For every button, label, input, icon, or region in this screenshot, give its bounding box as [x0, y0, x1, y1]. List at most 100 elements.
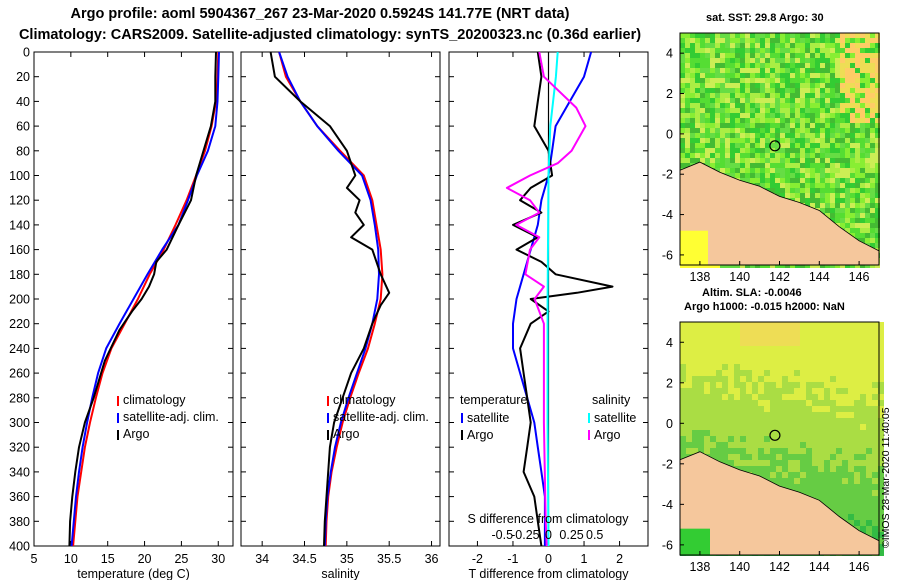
sla-map-pixel — [842, 364, 848, 370]
sla-map-pixel — [812, 376, 818, 382]
sst-map-pixel — [860, 228, 865, 233]
sst-map-pixel — [805, 123, 810, 128]
sla-map-pixel — [854, 376, 860, 382]
sla-map-pixel — [878, 364, 884, 370]
sla-map-pixel — [776, 388, 782, 394]
sla-map-pixel — [692, 424, 698, 430]
sla-map-pixel — [842, 346, 848, 352]
sla-map-pixel — [824, 436, 830, 442]
sla-map-pixel — [866, 388, 872, 394]
sst-map-pixel — [850, 228, 855, 233]
sla-map-pixel — [722, 382, 728, 388]
sst-map-pixel — [705, 48, 710, 53]
sst-map-pixel — [805, 178, 810, 183]
sla-map-pixel — [686, 328, 692, 334]
sla-map-pixel — [866, 502, 872, 508]
sst-map-pixel — [865, 238, 870, 243]
sla-map-pixel — [824, 400, 830, 406]
sst-map-pixel — [790, 53, 795, 58]
sla-map-pixel — [680, 328, 686, 334]
sst-map-pixel — [855, 78, 860, 83]
sst-map-pixel — [715, 83, 720, 88]
sst-map-pixel — [815, 188, 820, 193]
sst-map-pixel — [685, 98, 690, 103]
sla-map-ytick-label: -6 — [662, 538, 673, 552]
sst-map-pixel — [875, 118, 880, 123]
sst-map-pixel — [690, 153, 695, 158]
sst-map-pixel — [850, 58, 855, 63]
sst-map-pixel — [720, 98, 725, 103]
sst-map-pixel — [735, 93, 740, 98]
sla-map-pixel — [752, 394, 758, 400]
sla-map-pixel — [806, 346, 812, 352]
sst-map-pixel — [825, 53, 830, 58]
sla-map-pixel — [878, 544, 884, 550]
sla-map-pixel — [836, 376, 842, 382]
sla-map-pixel — [752, 454, 758, 460]
sst-map-pixel — [785, 188, 790, 193]
sst-map-pixel — [830, 148, 835, 153]
sst-map-pixel — [735, 168, 740, 173]
sst-map-pixel — [820, 198, 825, 203]
sst-map-pixel — [730, 153, 735, 158]
sla-map-pixel — [830, 418, 836, 424]
sst-map-pixel — [760, 48, 765, 53]
sst-map-pixel — [875, 198, 880, 203]
sla-map-pixel — [770, 358, 776, 364]
sst-map-pixel — [825, 183, 830, 188]
sst-map-pixel — [825, 203, 830, 208]
sst-map-pixel — [710, 138, 715, 143]
sst-map-pixel — [810, 133, 815, 138]
sla-map-pixel — [788, 322, 794, 328]
sst-map-pixel — [800, 148, 805, 153]
sst-map-pixel — [740, 38, 745, 43]
sla-map-pixel — [752, 466, 758, 472]
sla-map-pixel — [692, 388, 698, 394]
sst-map-pixel — [870, 38, 875, 43]
sst-map-pixel — [705, 68, 710, 73]
sst-map-pixel — [870, 68, 875, 73]
sst-map-pixel — [835, 83, 840, 88]
sst-map-pixel — [820, 113, 825, 118]
sst-map-pixel — [815, 103, 820, 108]
sla-map-pixel — [812, 364, 818, 370]
sla-map-pixel — [854, 406, 860, 412]
sst-map-pixel — [845, 168, 850, 173]
sla-map-pixel — [722, 322, 728, 328]
sst-map-pixel — [840, 133, 845, 138]
sst-map-pixel — [850, 48, 855, 53]
sst-map-pixel — [785, 53, 790, 58]
sla-map-pixel — [866, 394, 872, 400]
sla-map-pixel — [794, 472, 800, 478]
sst-map-pixel — [705, 33, 710, 38]
sst-map-pixel — [800, 118, 805, 123]
sla-map-pixel — [842, 460, 848, 466]
sst-map-pixel — [765, 58, 770, 63]
sst-map-pixel — [805, 113, 810, 118]
sst-map-pixel — [720, 118, 725, 123]
sst-map-pixel — [850, 158, 855, 163]
sst-map-pixel — [700, 98, 705, 103]
sla-map-pixel — [818, 358, 824, 364]
sla-map-pixel — [740, 388, 746, 394]
sla-map-pixel — [854, 508, 860, 514]
sst-map-pixel — [775, 73, 780, 78]
sla-map-pixel — [740, 460, 746, 466]
sst-map-pixel — [835, 58, 840, 63]
sla-map-pixel — [860, 460, 866, 466]
sst-map-pixel — [805, 108, 810, 113]
sla-map-pixel — [812, 478, 818, 484]
sla-map-pixel — [698, 436, 704, 442]
sst-map-pixel — [810, 63, 815, 68]
sla-map-pixel — [758, 454, 764, 460]
sla-map-pixel — [854, 460, 860, 466]
sst-map-pixel — [680, 133, 685, 138]
sla-map-pixel — [704, 442, 710, 448]
sla-map-pixel — [752, 334, 758, 340]
sla-map-pixel — [722, 388, 728, 394]
sla-map-pixel — [734, 430, 740, 436]
sst-map-pixel — [820, 78, 825, 83]
sst-map-pixel — [800, 58, 805, 63]
sla-map-pixel — [722, 436, 728, 442]
salinity-legend-label: satellite-adj. clim. — [333, 410, 429, 424]
